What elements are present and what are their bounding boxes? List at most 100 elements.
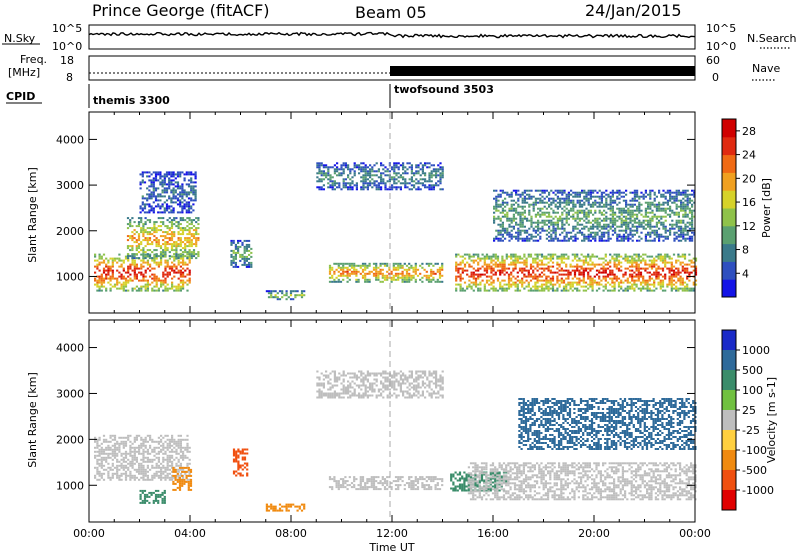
power-echo-cell — [666, 255, 669, 258]
power-echo-cell — [591, 267, 594, 270]
power-echo-cell — [680, 199, 683, 202]
velocity-echo-cell — [111, 438, 114, 441]
power-echo-cell — [105, 273, 108, 276]
power-echo-cell — [344, 274, 347, 277]
power-echo-cell — [603, 225, 606, 228]
power-echo-cell — [294, 296, 297, 299]
power-echo-cell — [598, 225, 601, 228]
power-echo-cell — [479, 267, 482, 270]
power-echo-cell — [248, 263, 251, 266]
power-echo-cell — [163, 191, 166, 194]
power-echo-cell — [675, 273, 678, 276]
power-echo-cell — [234, 261, 237, 264]
power-echo-cell — [561, 225, 564, 228]
power-echo-cell — [587, 233, 590, 236]
power-echo-cell — [606, 281, 610, 284]
power-echo-cell — [342, 272, 345, 275]
power-echo-cell — [131, 237, 134, 240]
velocity-echo-cell — [162, 456, 165, 459]
power-echo-cell — [658, 201, 661, 204]
power-echo-cell — [380, 178, 383, 181]
power-echo-cell — [661, 275, 665, 278]
power-echo-cell — [539, 209, 542, 212]
power-echo-cell — [129, 223, 132, 226]
velocity-echo-cell — [146, 478, 149, 481]
power-echo-cell — [243, 255, 246, 258]
power-echo-cell — [195, 243, 198, 246]
power-echo-cell — [677, 199, 680, 202]
power-echo-cell — [331, 186, 334, 189]
power-echo-cell — [165, 207, 169, 210]
power-echo-cell — [142, 261, 145, 264]
power-echo-cell — [539, 227, 542, 230]
velocity-echo-cell — [164, 434, 167, 437]
power-echo-cell — [131, 249, 134, 252]
velocity-echo-cell — [129, 478, 132, 481]
power-echo-cell — [681, 269, 684, 272]
velocity-echo-cell — [157, 450, 160, 453]
power-echo-cell — [682, 219, 685, 222]
power-echo-cell — [490, 255, 493, 258]
power-echo-cell — [594, 219, 597, 222]
power-echo-cell — [120, 283, 123, 286]
power-echo-cell — [694, 269, 698, 272]
power-echo-cell — [468, 255, 471, 258]
power-echo-cell — [552, 209, 555, 212]
power-echo-cell — [496, 269, 500, 272]
power-echo-cell — [669, 199, 672, 202]
power-echo-cell — [523, 259, 526, 262]
power-echo-cell — [537, 223, 540, 226]
power-echo-cell — [595, 263, 599, 266]
power-echo-cell — [149, 253, 152, 256]
power-echo-cell — [179, 271, 182, 274]
power-echo-cell — [519, 193, 522, 196]
power-echo-cell — [543, 287, 546, 290]
power-echo-cell — [644, 267, 647, 270]
power-echo-cell — [150, 209, 153, 212]
power-echo-cell — [483, 267, 486, 270]
power-echo-cell — [596, 205, 599, 208]
power-echo-cell — [328, 272, 332, 275]
power-echo-cell — [166, 259, 169, 262]
power-echo-cell — [657, 257, 660, 260]
power-echo-cell — [517, 231, 520, 234]
power-echo-cell — [492, 259, 495, 262]
power-echo-cell — [427, 274, 431, 277]
power-echo-cell — [673, 199, 676, 202]
power-echo-cell — [492, 255, 495, 258]
power-echo-cell — [659, 267, 662, 270]
velocity-echo-cell — [133, 458, 136, 461]
power-echo-cell — [561, 211, 564, 214]
power-echo-cell — [175, 285, 178, 288]
power-echo-cell — [432, 170, 435, 173]
power-echo-cell — [401, 272, 404, 275]
power-echo-cell — [650, 255, 654, 258]
power-echo-cell — [455, 269, 458, 272]
power-echo-cell — [327, 166, 330, 169]
power-echo-cell — [529, 279, 533, 282]
power-echo-cell — [556, 257, 559, 260]
velocity-echo-cell — [124, 452, 128, 455]
power-echo-cell — [102, 253, 106, 256]
power-echo-cell — [523, 211, 526, 214]
power-echo-cell — [691, 219, 694, 222]
power-echo-cell — [131, 225, 134, 228]
power-echo-cell — [171, 269, 174, 272]
power-echo-cell — [673, 197, 676, 200]
power-colorbar-tick-label: 8 — [742, 244, 749, 257]
power-echo-cell — [592, 219, 595, 222]
power-echo-cell — [659, 253, 662, 256]
velocity-echo-cell — [118, 448, 121, 451]
power-echo-cell — [428, 184, 431, 187]
power-echo-cell — [589, 269, 592, 272]
power-echo-cell — [175, 251, 178, 254]
velocity-echo-cell — [133, 454, 136, 457]
power-echo-cell — [153, 253, 156, 256]
power-echo-cell — [587, 267, 590, 270]
power-echo-cell — [594, 239, 597, 242]
power-echo-cell — [536, 257, 539, 260]
power-echo-cell — [148, 219, 152, 222]
power-echo-cell — [633, 265, 636, 268]
power-echo-cell — [560, 269, 563, 272]
power-echo-cell — [585, 211, 588, 214]
